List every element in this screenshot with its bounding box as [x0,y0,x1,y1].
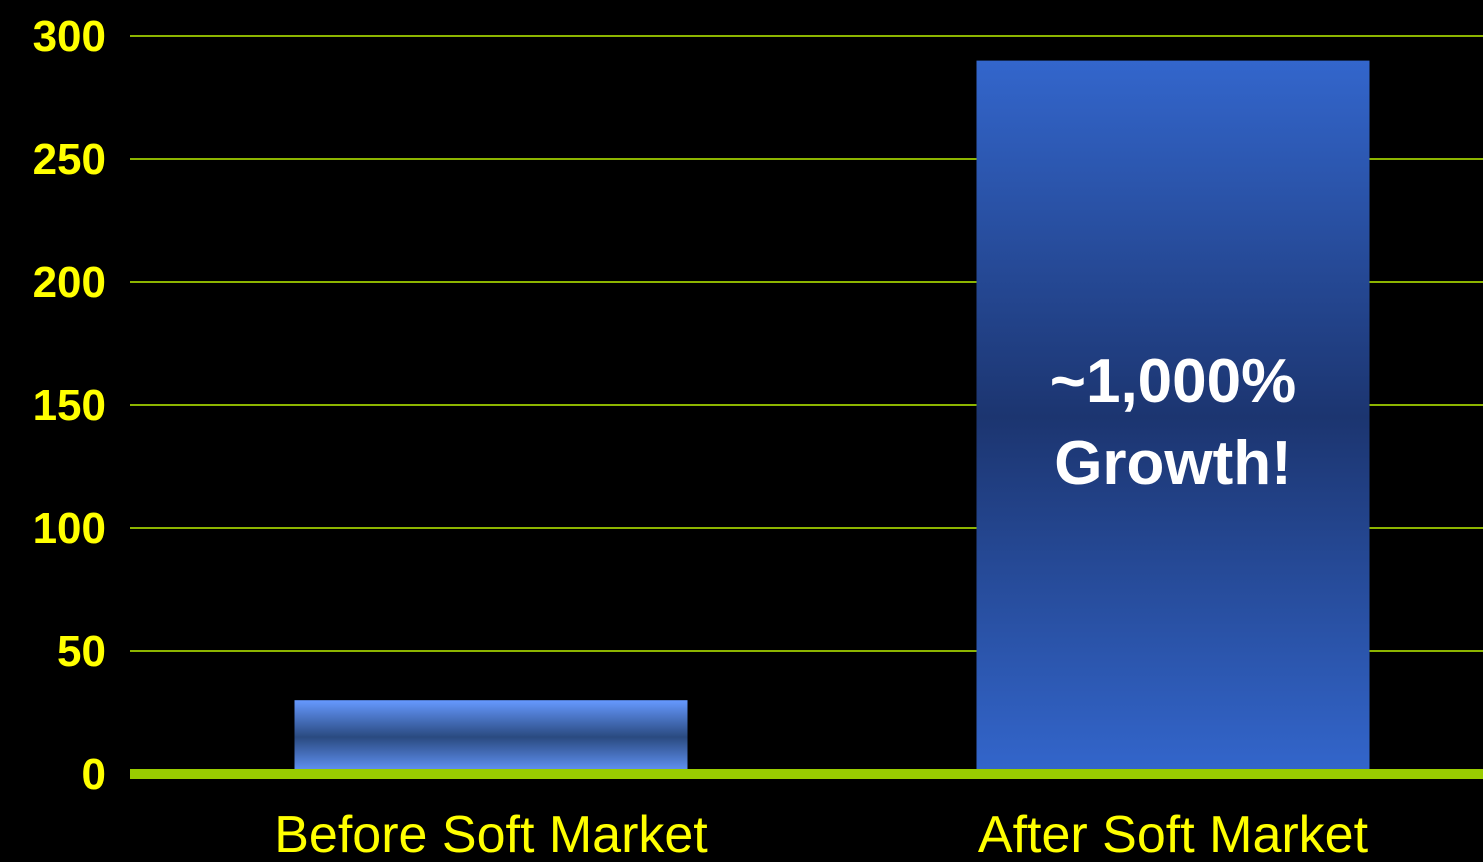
x-axis-category-labels: Before Soft Market After Soft Market [274,806,1368,862]
annotation-line-1: Growth! [1054,429,1292,498]
baseline [130,769,1483,779]
y-tick-label-250: 250 [33,135,106,184]
x-axis-baseline [130,769,1483,779]
y-tick-label-100: 100 [33,504,106,553]
y-tick-label-300: 300 [33,12,106,61]
growth-annotation: ~1,000% Growth! [1050,347,1297,498]
annotation-line-0: ~1,000% [1050,347,1297,416]
y-tick-label-0: 0 [82,750,106,799]
y-tick-label-200: 200 [33,258,106,307]
bar-after-soft-market [976,60,1370,775]
x-category-label-1: After Soft Market [978,806,1369,862]
bars [294,60,1370,775]
y-tick-label-50: 50 [57,627,106,676]
x-category-label-0: Before Soft Market [274,806,708,862]
y-axis-tick-labels: 0 50 100 150 200 250 300 [33,12,106,799]
bar-before-soft-market [294,700,688,774]
y-tick-label-150: 150 [33,381,106,430]
